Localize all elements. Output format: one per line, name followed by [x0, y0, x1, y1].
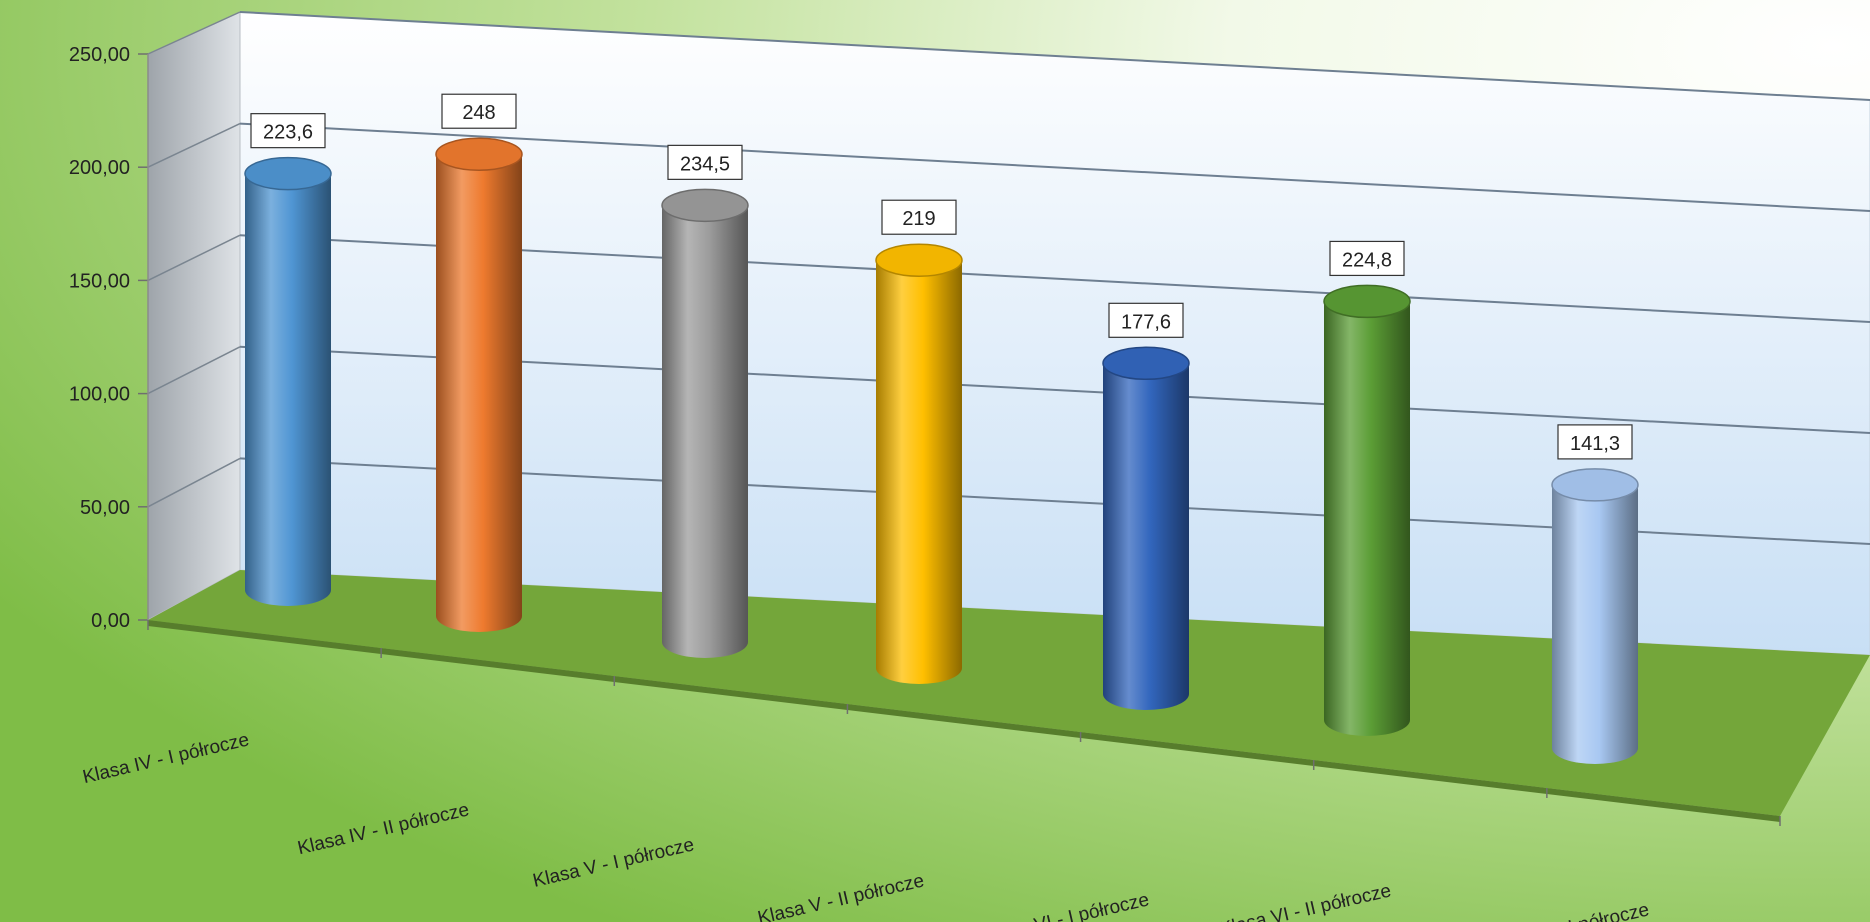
- data-label: 248: [462, 102, 495, 124]
- data-label: 224,8: [1342, 249, 1392, 271]
- bar-1: 223,6: [244, 113, 332, 606]
- bar-body: [245, 173, 331, 606]
- bar-body: [876, 260, 962, 684]
- y-tick-label: 0,00: [91, 610, 130, 632]
- data-label-box: [1557, 424, 1633, 460]
- bar-top: [1323, 284, 1411, 319]
- y-tick-label: 150,00: [69, 270, 130, 292]
- bar-3: 234,5: [661, 144, 749, 658]
- data-label: 219: [902, 208, 935, 230]
- side-gridline: [147, 122, 241, 168]
- bar-body: [1324, 301, 1410, 736]
- data-label-box: [1108, 302, 1184, 338]
- bar-top: [1102, 346, 1190, 381]
- y-tick-label: 200,00: [69, 157, 130, 179]
- y-tick-label: 100,00: [69, 384, 130, 406]
- side-wall: [147, 11, 241, 621]
- bar-top: [244, 156, 332, 191]
- data-label-box: [441, 93, 517, 129]
- bar-7: 141,3: [1551, 424, 1639, 764]
- data-label-box: [1329, 240, 1405, 277]
- data-label: 223,6: [263, 122, 313, 144]
- data-label: 234,5: [680, 153, 730, 175]
- side-gridline: [147, 346, 241, 395]
- y-tick-label: 250,00: [69, 44, 130, 66]
- floor-edge: [148, 620, 1780, 822]
- gridline: [239, 122, 1870, 212]
- bar-top: [435, 137, 523, 171]
- bar-top: [875, 243, 963, 277]
- bar-4: 219: [875, 199, 963, 684]
- side-gridline: [147, 457, 241, 508]
- side-gridline: [147, 11, 241, 55]
- bar-top: [1551, 468, 1639, 502]
- bar-body: [1103, 363, 1189, 710]
- data-label: 141,3: [1570, 433, 1620, 455]
- bar-body: [662, 205, 748, 658]
- bar-top: [661, 188, 749, 223]
- bar-6: 224,8: [1323, 240, 1411, 736]
- y-tick-label: 50,00: [80, 497, 130, 519]
- bar-body: [1552, 484, 1638, 764]
- gridline: [239, 11, 1870, 101]
- data-label-box: [881, 199, 957, 235]
- bar-2: 248: [435, 93, 523, 632]
- floor: [148, 570, 1870, 816]
- data-label: 177,6: [1121, 311, 1171, 333]
- data-label-box: [667, 144, 743, 180]
- bar-body: [436, 154, 522, 632]
- side-gridline: [147, 234, 241, 282]
- data-label-box: [250, 113, 326, 149]
- bar-5: 177,6: [1102, 302, 1190, 710]
